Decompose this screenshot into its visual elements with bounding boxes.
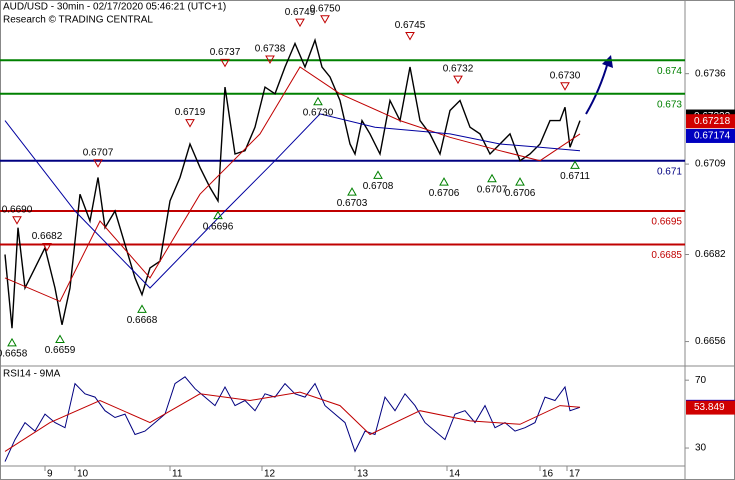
x-tick-label: 10 (77, 469, 89, 480)
peak-marker (12, 216, 22, 225)
trough-marker (55, 334, 65, 344)
peak-marker (453, 75, 463, 85)
trough-label: 0.6703 (337, 198, 368, 209)
x-tick-label: 12 (264, 469, 276, 480)
peak-label: 0.6682 (32, 231, 63, 242)
x-tick-label: 14 (449, 469, 461, 480)
peak-label: 0.6738 (255, 44, 286, 55)
peak-marker (185, 119, 195, 128)
trough-marker (373, 170, 383, 179)
level-label: 0.671 (657, 166, 682, 177)
trend-arrow (585, 55, 613, 115)
x-tick-label: 11 (172, 469, 183, 480)
peak-marker (265, 55, 275, 64)
trough-label: 0.6706 (429, 188, 460, 199)
trough-marker (213, 210, 223, 220)
peak-label: 0.6732 (443, 64, 474, 75)
level-label: 0.6685 (651, 250, 682, 261)
trough-label: 0.6659 (45, 345, 76, 356)
y-tick-label: 0.6682 (695, 249, 726, 260)
y-tick-label: 0.6709 (695, 159, 726, 170)
series-line (4, 391, 581, 452)
peak-label: 0.6750 (310, 3, 341, 14)
x-tick-label: 16 (542, 469, 554, 480)
peak-marker (405, 32, 415, 41)
trough-label: 0.6711 (560, 171, 590, 182)
price-tag-label: 53.849 (694, 402, 725, 413)
price-tag (686, 400, 735, 415)
trough-label: 0.6730 (303, 107, 334, 118)
price-tag (686, 114, 735, 129)
series-line (4, 113, 581, 289)
trough-label: 0.6668 (127, 315, 158, 326)
y-tick-label: 0.6736 (695, 68, 726, 79)
peak-marker (320, 15, 330, 24)
y-tick-label: 0.6656 (695, 336, 726, 347)
x-tick-label: 13 (357, 469, 369, 480)
trough-label: 0.6708 (363, 181, 394, 192)
level-label: 0.674 (657, 66, 682, 77)
peak-label: 0.6707 (83, 147, 114, 158)
peak-marker (93, 159, 103, 168)
peak-label: 0.6745 (395, 20, 426, 31)
trough-marker (487, 173, 497, 183)
trough-label: 0.6696 (203, 221, 234, 232)
peak-label: 0.6690 (2, 204, 33, 215)
price-tag-label: 0.67174 (694, 131, 731, 142)
series-line (4, 66, 581, 303)
level-label: 0.673 (657, 99, 682, 110)
price-tag (686, 128, 735, 143)
peak-marker (295, 18, 305, 28)
trough-marker (137, 304, 147, 313)
chart-subtitle: Research © TRADING CENTRAL (3, 15, 153, 26)
peak-label: 0.6737 (210, 47, 241, 58)
x-tick-label: 9 (47, 469, 53, 480)
peak-marker (42, 242, 52, 252)
x-tick-label: 17 (569, 469, 581, 480)
trough-marker (347, 187, 357, 196)
peak-marker (560, 82, 570, 91)
peak-marker (220, 58, 230, 68)
trough-marker (570, 160, 580, 169)
trough-label: 0.6707 (477, 184, 508, 195)
rsi-title: RSI14 - 9MA (3, 369, 61, 380)
peak-label: 0.6719 (175, 107, 206, 118)
trough-marker (439, 177, 449, 186)
peak-label: 0.6730 (550, 70, 581, 81)
series-line (4, 376, 581, 462)
y-tick-label: 70 (695, 375, 707, 386)
trough-marker (515, 177, 525, 186)
trough-label: 0.6706 (505, 188, 536, 199)
chart-title: AUD/USD - 30min - 02/17/2020 05:46:21 (U… (3, 2, 226, 13)
trough-marker (313, 96, 323, 106)
trough-marker (7, 337, 17, 347)
trough-label: 0.6658 (0, 349, 28, 360)
price-tag-label: 0.67218 (694, 116, 731, 127)
level-label: 0.6695 (651, 217, 682, 228)
series-line (4, 37, 581, 329)
y-tick-label: 30 (695, 443, 707, 454)
peak-label: 0.6749 (285, 7, 316, 18)
